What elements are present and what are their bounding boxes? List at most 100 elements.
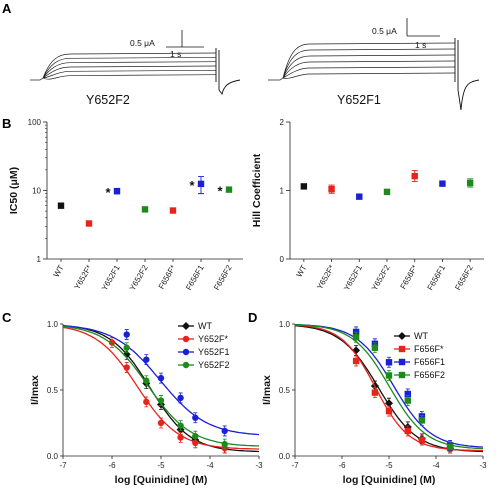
data-point xyxy=(192,433,199,440)
legend-marker xyxy=(398,358,406,366)
data-point xyxy=(143,377,150,384)
significance-star: * xyxy=(217,184,223,199)
x-tick-label: -3 xyxy=(255,461,263,470)
data-point xyxy=(439,180,446,187)
legend-label: Y652F2 xyxy=(198,360,230,370)
trace-caption-1: Y652F2 xyxy=(86,93,130,107)
data-point xyxy=(157,419,165,427)
data-point xyxy=(404,390,411,398)
hill-coefficient-chart: 0 1 2 WT Y652F* Y652F1 Y652F2 F656F* F656F1 F656F… xyxy=(251,118,484,292)
x-tick-label: Y652F1 xyxy=(342,263,364,292)
data-point xyxy=(446,443,454,450)
trace-lines xyxy=(268,42,456,81)
scale-current-label-1: 0.5 μA xyxy=(130,38,155,48)
x-tick-label: Y652F* xyxy=(73,264,94,292)
y-tick-label: 0.0 xyxy=(279,452,291,461)
legend-label: F656F* xyxy=(414,344,444,354)
data-point xyxy=(383,188,391,196)
legend-marker xyxy=(182,348,190,356)
fit-curve-0 xyxy=(62,324,260,453)
data-point xyxy=(221,427,228,435)
data-point xyxy=(300,183,308,190)
data-point xyxy=(352,334,360,341)
x-axis-title: log [Quinidine] (M) xyxy=(343,474,436,486)
data-point xyxy=(169,207,177,214)
trace-caption-2: Y652F1 xyxy=(337,93,381,107)
data-point xyxy=(85,220,93,227)
data-point xyxy=(221,440,228,448)
data-point xyxy=(192,414,199,421)
data-point xyxy=(371,344,379,351)
data-point xyxy=(108,339,116,346)
data-point xyxy=(385,407,393,415)
data-point xyxy=(418,436,426,444)
data-point xyxy=(113,187,121,195)
tail-current xyxy=(454,38,480,111)
data-point xyxy=(371,389,379,396)
dose-response-chart-c: -7 -6 -5 -4 -3 0.0 0.5 1.0 log [Quinidine] (M) I/… xyxy=(29,320,263,486)
y-tick-label: 2 xyxy=(280,118,285,127)
panel-label-d: D xyxy=(248,310,257,325)
data-point xyxy=(177,394,184,402)
data-point xyxy=(385,359,393,366)
y-tick-label: 0.5 xyxy=(279,386,291,395)
x-tick-label: -4 xyxy=(206,461,214,470)
y-axis-title: Hill Coefficient xyxy=(251,153,263,227)
scale-current-label-2: 0.5 μA xyxy=(372,26,397,36)
data-point xyxy=(123,344,130,351)
trace-lines xyxy=(30,52,217,81)
panel-label-b: B xyxy=(2,116,11,131)
x-tick-label: Y652F2 xyxy=(370,263,392,292)
data-point xyxy=(411,172,418,180)
y-axis-title: IC50 (μM) xyxy=(8,167,20,214)
scale-bar-2 xyxy=(406,18,440,37)
data-point xyxy=(385,372,393,379)
data-point xyxy=(177,422,184,429)
y-axis-title: I/Imax xyxy=(29,375,41,405)
x-tick-label: F656F* xyxy=(157,264,178,291)
x-tick-label: -3 xyxy=(479,461,487,470)
dose-response-chart-d: -7 -6 -5 -4 -3 0.0 0.5 1.0 log [Quinidine] (M) I/… xyxy=(261,320,487,486)
x-tick-label: F656F2 xyxy=(453,263,475,292)
x-axis-title: log [Quinidine] (M) xyxy=(115,474,208,486)
x-tick-label: -4 xyxy=(432,461,440,470)
significance-star: * xyxy=(189,178,195,193)
data-point xyxy=(197,180,205,188)
scale-time-label-1: 1 s xyxy=(170,49,181,59)
x-tick-label: Y652F* xyxy=(315,264,336,292)
data-point xyxy=(404,397,411,404)
x-tick-label: -7 xyxy=(59,461,67,470)
current-traces-y652f2 xyxy=(30,48,241,96)
current-traces-y652f1 xyxy=(268,38,480,111)
scale-bar-1 xyxy=(166,30,204,48)
significance-star: * xyxy=(105,185,111,200)
legend-label: Y652F* xyxy=(198,334,229,344)
x-tick-label: F656F1 xyxy=(426,263,448,292)
x-tick-label: -6 xyxy=(108,461,116,470)
legend-marker xyxy=(182,322,190,330)
x-tick-label: -5 xyxy=(385,461,393,470)
panel-label-a: A xyxy=(2,1,12,16)
fit-curve-0 xyxy=(294,324,484,453)
legend-label: WT xyxy=(198,321,212,331)
panel-label-c: C xyxy=(2,310,12,325)
data-point xyxy=(123,364,130,371)
data-point xyxy=(404,427,411,435)
x-tick-label: F656F1 xyxy=(184,263,206,292)
y-tick-label: 1.0 xyxy=(279,320,291,329)
fit-curve-1 xyxy=(294,324,483,452)
x-tick-label: Y652F1 xyxy=(100,263,122,292)
data-point xyxy=(157,397,165,404)
x-tick-label: -6 xyxy=(338,461,346,470)
data-point xyxy=(57,202,65,209)
x-tick-label: -7 xyxy=(291,461,299,470)
data-point xyxy=(356,193,363,200)
legend-label: WT xyxy=(414,331,428,341)
legend-label: Y652F1 xyxy=(198,347,230,357)
y-tick-label: 10 xyxy=(32,187,41,196)
tail-current xyxy=(215,48,241,96)
legend-marker xyxy=(182,361,190,369)
legend-marker xyxy=(398,371,406,379)
x-tick-label: WT xyxy=(52,263,66,278)
